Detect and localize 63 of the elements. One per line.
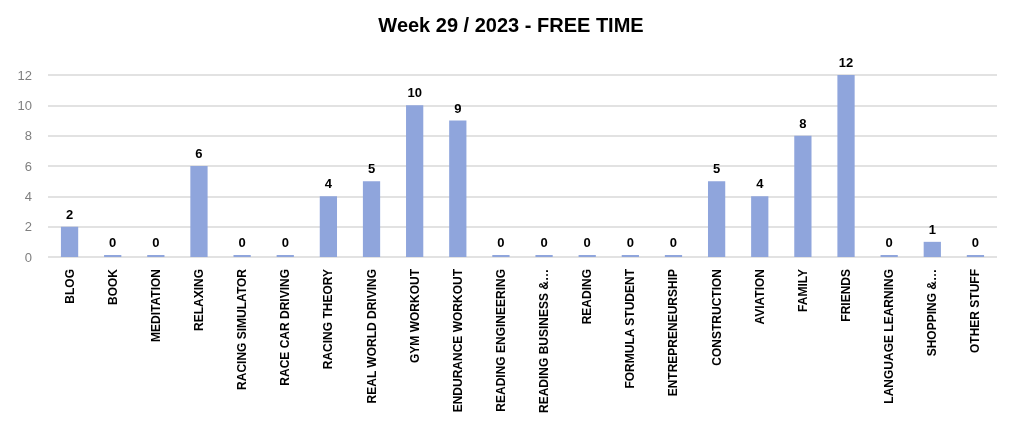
data-label: 2 <box>65 206 74 222</box>
bar <box>794 135 812 257</box>
x-tick-label: ENTREPRENEURSHIP <box>666 269 681 397</box>
data-label: 9 <box>454 100 462 116</box>
y-tick-label: 12 <box>17 67 32 83</box>
x-tick-label: SHOPPING &… <box>925 269 940 357</box>
data-label: 0 <box>626 235 634 250</box>
data-label: 4 <box>756 176 765 192</box>
x-tick-label: CONSTRUCTION <box>709 269 724 366</box>
data-label: 6 <box>195 146 203 161</box>
bar <box>707 181 726 257</box>
bar <box>362 181 381 257</box>
y-tick-label: 0 <box>24 249 32 265</box>
y-tick-label: 10 <box>17 97 32 113</box>
x-tick-label: ENDURANCE WORKOUT <box>450 268 465 413</box>
data-label: 0 <box>583 235 591 250</box>
x-tick-label: RACING THEORY <box>321 269 336 370</box>
x-tick-label: GYM WORKOUT <box>407 268 422 363</box>
data-label: 1 <box>928 221 936 237</box>
y-tick-label: 8 <box>24 128 32 144</box>
data-label: 0 <box>971 235 980 250</box>
data-label: 0 <box>497 235 505 250</box>
data-label: 0 <box>152 235 160 250</box>
x-tick-label: RACE CAR DRIVING <box>278 269 293 386</box>
x-tick-label: OTHER STUFF <box>968 269 983 353</box>
data-label: 0 <box>238 235 246 250</box>
x-tick-label: BOOK <box>105 268 120 305</box>
bar <box>319 196 338 257</box>
data-label: 0 <box>281 235 289 250</box>
x-tick-label: READING ENGINEERING <box>493 269 508 412</box>
bar <box>923 241 941 257</box>
x-tick-label: RELAXING <box>191 269 206 332</box>
y-tick-label: 2 <box>24 219 32 235</box>
data-label: 0 <box>885 235 893 250</box>
data-label: 5 <box>367 161 376 177</box>
data-label: 5 <box>713 161 721 177</box>
x-tick-label: FAMILY <box>795 269 810 312</box>
data-label: 12 <box>838 55 854 70</box>
x-tick-label: AVIATION <box>752 269 767 325</box>
bar <box>751 196 769 257</box>
x-tick-label: FRIENDS <box>839 269 854 322</box>
x-tick-label: MEDITATION <box>148 269 163 342</box>
x-tick-label: READING BUSINESS &… <box>537 269 552 414</box>
bar <box>449 120 467 257</box>
x-tick-label: READING <box>580 269 595 325</box>
data-label: 8 <box>799 115 807 131</box>
x-tick-label: FORMULA STUDENT <box>623 268 638 389</box>
bar <box>837 75 855 257</box>
x-tick-label: REAL WORLD DRIVING <box>364 269 379 404</box>
data-label: 10 <box>407 85 422 101</box>
x-tick-label: BLOG <box>62 269 77 304</box>
data-label: 4 <box>324 176 333 192</box>
x-tick-label: LANGUAGE LEARNING <box>882 269 897 404</box>
y-tick-label: 4 <box>24 188 32 204</box>
bar <box>406 105 424 257</box>
y-tick-label: 6 <box>24 158 32 174</box>
bar <box>60 226 79 257</box>
x-tick-label: RACING SIMULATOR <box>235 268 250 390</box>
data-label: 0 <box>109 235 117 250</box>
data-label: 0 <box>540 235 548 250</box>
bar <box>190 166 208 257</box>
chart-title: Week 29 / 2023 - FREE TIME <box>378 14 644 36</box>
data-label: 0 <box>669 235 678 250</box>
